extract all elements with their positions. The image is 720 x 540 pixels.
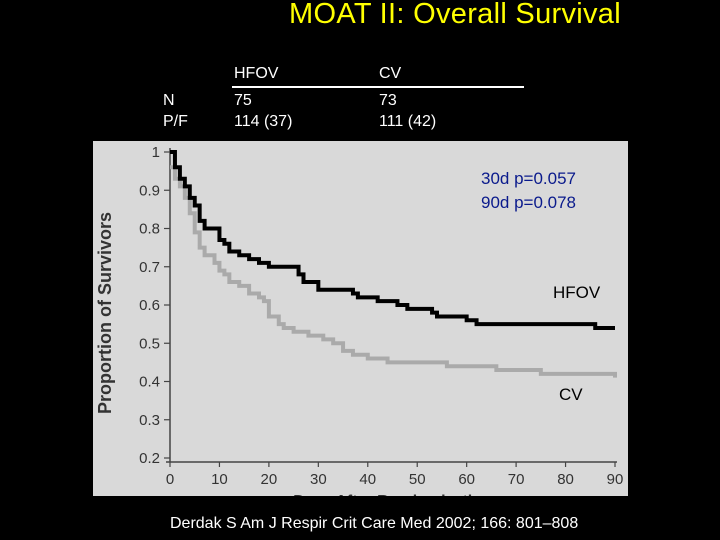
x-tick-label: 70 — [508, 471, 525, 488]
y-tick-label: 0.8 — [139, 221, 160, 238]
x-tick-label: 0 — [166, 471, 174, 488]
y-tick-label: 0.7 — [139, 259, 160, 276]
x-tick-label: 10 — [211, 471, 228, 488]
series-label-cv: CV — [559, 385, 583, 404]
table-row-label-n: N — [163, 92, 175, 109]
table-row-label-pf: P/F — [163, 113, 188, 130]
x-tick-label: 40 — [359, 471, 376, 488]
x-tick-label: 80 — [557, 471, 574, 488]
y-axis-title: Proportion of Survivors — [95, 212, 115, 414]
table-header-cv: CV — [379, 65, 402, 82]
x-tick-label: 60 — [458, 471, 475, 488]
y-tick-label: 0.9 — [139, 182, 160, 199]
y-tick-label: 0.5 — [139, 335, 160, 352]
x-tick-label: 50 — [409, 471, 426, 488]
table-cell-pf-hfov: 114 (37) — [234, 113, 293, 130]
table-cell-pf-cv: 111 (42) — [379, 113, 437, 130]
survival-curve-hfov — [170, 150, 615, 330]
x-axis-title: Days After Randomization — [293, 493, 492, 496]
series-label-hfov: HFOV — [553, 283, 601, 302]
table-cell-n-hfov: 75 — [234, 92, 252, 109]
y-tick-label: 0.4 — [139, 374, 160, 391]
citation: Derdak S Am J Respir Crit Care Med 2002;… — [170, 515, 579, 532]
table-header-hfov: HFOV — [234, 65, 279, 82]
y-tick-label: 0.2 — [139, 450, 160, 467]
stat-90d: 90d p=0.078 — [481, 193, 577, 212]
y-tick-label: 0.6 — [139, 297, 160, 314]
slide-title: MOAT II: Overall Survival — [289, 0, 621, 30]
table-header-underline — [232, 86, 524, 88]
x-tick-label: 20 — [261, 471, 278, 488]
x-tick-label: 30 — [310, 471, 327, 488]
stat-30d: 30d p=0.057 — [481, 169, 577, 188]
y-tick-label: 1 — [152, 144, 160, 161]
survival-curve-cv — [170, 165, 617, 378]
table-cell-n-cv: 73 — [379, 92, 397, 109]
chart-panel: 0.2 0.3 0.4 0.5 0.6 0.7 0.8 0.9 1 0 10 20 30 40 50 60 70… — [93, 141, 628, 510]
x-tick-label: 90 — [607, 471, 624, 488]
y-tick-label: 0.3 — [139, 412, 160, 429]
